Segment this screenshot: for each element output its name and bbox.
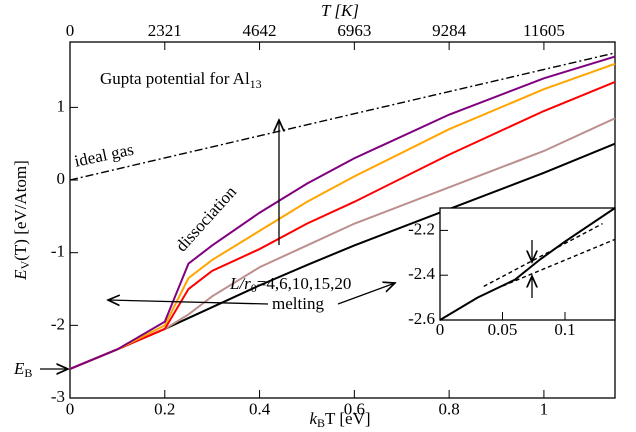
x2-tick-label: 2321 xyxy=(148,21,182,40)
x2-tick-label: 9284 xyxy=(432,21,467,40)
y-tick-label: -2.2 xyxy=(408,219,435,238)
x-label-sub: B xyxy=(317,416,325,430)
series-line xyxy=(69,55,616,370)
x-tick-label: 0.1 xyxy=(554,320,575,339)
x2-tick-label: 6963 xyxy=(337,21,371,40)
annotation: Gupta potential for Al13 xyxy=(100,69,262,91)
annotation-part: E xyxy=(13,359,25,378)
annotation: L/r0=4,6,10,15,20 xyxy=(229,274,351,295)
series-line xyxy=(69,52,616,181)
annotation-part: =4,6,10,15,20 xyxy=(257,274,352,293)
x2-axis-label: T [K] xyxy=(321,1,359,20)
series-line xyxy=(495,238,616,290)
annotation-sub: 0 xyxy=(251,281,257,295)
y-tick-label: 1 xyxy=(57,96,66,115)
x-tick-label: 0.8 xyxy=(439,400,460,419)
y-label-part: (T) [eV/Atom] xyxy=(11,160,30,261)
x-tick-label: 0.05 xyxy=(488,320,518,339)
x-tick-label: 1 xyxy=(540,400,549,419)
y-tick-label: -2 xyxy=(51,314,65,333)
series-line xyxy=(69,62,616,370)
y-tick-label: -1 xyxy=(51,242,65,261)
x-tick-label: 0.2 xyxy=(154,400,175,419)
y-tick-label: -3 xyxy=(51,387,65,406)
x2-tick-label: 11605 xyxy=(523,21,565,40)
arrow xyxy=(108,300,269,304)
x-label-part: k xyxy=(309,409,317,428)
y-tick-label: -2.6 xyxy=(408,309,435,328)
y-tick-label: -2.4 xyxy=(408,264,435,283)
series-line xyxy=(439,207,616,321)
y-tick-label: 0 xyxy=(57,169,66,188)
annotation-part: L/r xyxy=(229,274,251,293)
annotation-sub: B xyxy=(24,366,32,380)
annotation: EB xyxy=(13,359,32,380)
x-tick-label: 0 xyxy=(436,320,445,339)
annotation: melting xyxy=(272,294,324,313)
x-tick-label: 0.6 xyxy=(344,400,365,419)
x-axis-label: kBT [eV] xyxy=(309,409,370,430)
y-label-part: E xyxy=(11,269,30,281)
y-axis-label: EV(T) [eV/Atom] xyxy=(11,160,32,281)
annotation-part: Gupta potential for Al xyxy=(100,69,250,88)
series-line xyxy=(69,81,616,370)
arrow xyxy=(337,283,395,305)
x2-tick-label: 4642 xyxy=(243,21,277,40)
arrows xyxy=(40,120,532,369)
x2-tick-label: 0 xyxy=(66,21,75,40)
y-label-sub: V xyxy=(18,260,32,269)
x-label-part: T [eV] xyxy=(325,409,370,428)
annotation-sub: 13 xyxy=(250,77,262,91)
x-tick-label: 0 xyxy=(66,400,75,419)
series-line xyxy=(483,223,603,288)
x-tick-label: 0.4 xyxy=(249,400,271,419)
